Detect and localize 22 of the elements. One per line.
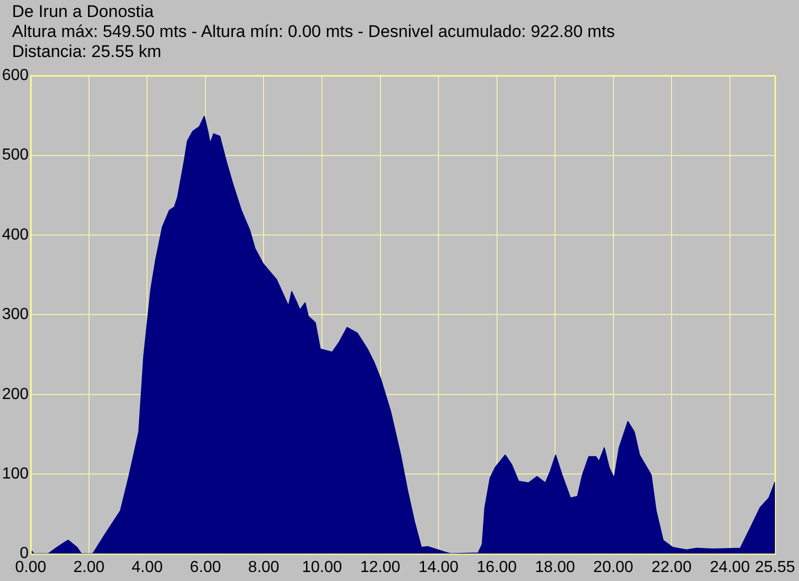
y-tick-label: 100	[2, 466, 29, 483]
chart-subtitle: Altura máx: 549.50 mts - Altura mín: 0.00 mts - Desnivel acumulado: 922.80 mts	[12, 22, 616, 42]
text: Distancia: 25.55 km	[12, 42, 162, 62]
x-tick-label: 8.00	[248, 558, 280, 576]
x-tick-label: 24.00	[710, 558, 750, 576]
x-tick-label: 20.00	[593, 558, 634, 576]
y-tick-label: 300	[2, 306, 29, 324]
x-tick-label: 6.00	[190, 558, 222, 576]
x-tick-label: 16.00	[476, 558, 517, 576]
y-tick-label: 200	[2, 386, 29, 403]
x-tick-label: 18.00	[535, 558, 576, 576]
x-tick-label: 14.00	[418, 558, 459, 576]
y-tick-label: 500	[2, 146, 29, 164]
x-tick-label: 4.00	[132, 558, 163, 576]
x-tick-label: 10.00	[302, 558, 342, 576]
y-tick-label: 600	[2, 67, 29, 84]
x-tick-label: 12.00	[360, 558, 400, 576]
y-tick-label: 400	[2, 226, 29, 244]
x-tick-label: 2.00	[73, 558, 105, 576]
x-tick-label: 22.00	[652, 558, 692, 576]
x-tick-label: 25.55	[754, 558, 796, 576]
chart-title: De Irun a Donostia	[12, 2, 155, 22]
